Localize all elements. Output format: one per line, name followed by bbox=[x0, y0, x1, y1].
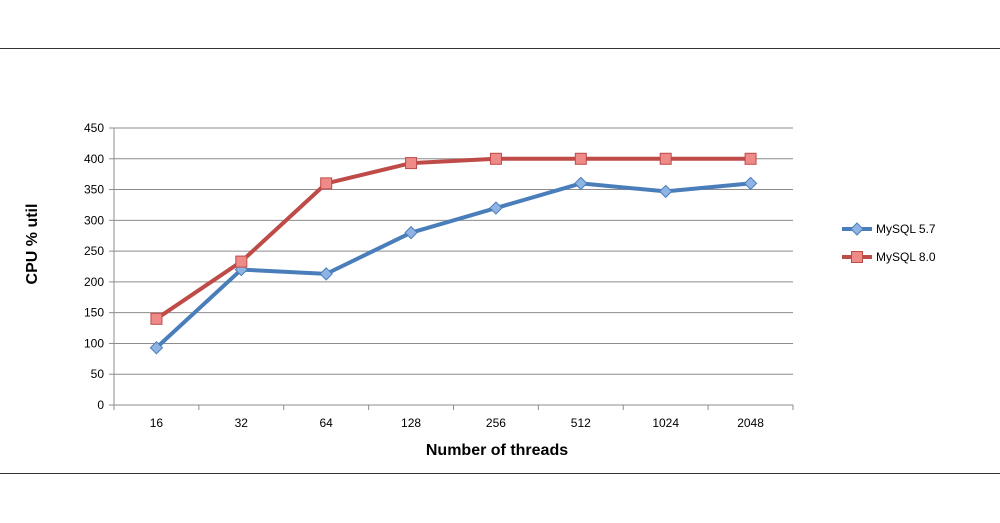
x-tick-label: 1024 bbox=[652, 416, 679, 430]
series-group bbox=[149, 152, 758, 355]
legend-item-mysql-5-7: MySQL 5.7 bbox=[842, 222, 936, 236]
x-tick-label: 256 bbox=[486, 416, 506, 430]
series-line-mysql-8-0 bbox=[155, 156, 751, 321]
y-tick-label: 0 bbox=[97, 398, 104, 412]
x-tick-label: 64 bbox=[320, 416, 334, 430]
y-tick-label: 100 bbox=[84, 336, 104, 350]
data-point-mysql-5-7 bbox=[319, 267, 333, 281]
data-point-mysql-8-0 bbox=[659, 152, 672, 165]
x-tick-label: 512 bbox=[571, 416, 591, 430]
x-tick-label: 16 bbox=[150, 416, 164, 430]
data-point-mysql-8-0 bbox=[744, 152, 757, 165]
top-divider bbox=[0, 48, 1000, 49]
data-point-mysql-8-0 bbox=[150, 312, 163, 325]
y-tick-label: 50 bbox=[91, 367, 105, 381]
data-point-mysql-5-7 bbox=[404, 225, 418, 240]
data-point-mysql-5-7 bbox=[658, 184, 673, 199]
data-point-mysql-8-0 bbox=[235, 255, 248, 268]
series-line-mysql-5-7 bbox=[155, 181, 751, 350]
legend-item-mysql-8-0: MySQL 8.0 bbox=[842, 250, 936, 264]
y-tick-label: 250 bbox=[84, 244, 104, 258]
y-axis-ticks: 0 50 100 150 200 250 300 350 400 450 bbox=[84, 121, 114, 412]
bottom-divider bbox=[0, 473, 1000, 474]
x-tick-label: 32 bbox=[235, 416, 249, 430]
legend: MySQL 5.7 MySQL 8.0 bbox=[842, 222, 936, 264]
data-point-mysql-5-7 bbox=[743, 176, 758, 191]
y-tick-label: 400 bbox=[84, 152, 104, 166]
x-axis: 16 32 64 128 256 512 1024 2048 bbox=[113, 128, 794, 430]
y-tick-label: 300 bbox=[84, 213, 104, 227]
gridlines bbox=[114, 127, 793, 406]
y-axis-title: CPU % util bbox=[24, 204, 41, 285]
data-point-mysql-5-7 bbox=[489, 201, 503, 215]
data-point-mysql-5-7 bbox=[574, 176, 588, 191]
legend-label: MySQL 5.7 bbox=[876, 222, 936, 236]
y-tick-label: 150 bbox=[84, 306, 104, 320]
x-tick-label: 128 bbox=[401, 416, 421, 430]
x-axis-title: Number of threads bbox=[426, 442, 568, 459]
legend-marker bbox=[850, 222, 864, 236]
y-tick-label: 450 bbox=[84, 121, 104, 135]
data-point-mysql-8-0 bbox=[320, 177, 333, 190]
series-mysql-5-7 bbox=[149, 176, 758, 355]
data-point-mysql-5-7 bbox=[149, 341, 164, 355]
data-point-mysql-8-0 bbox=[405, 157, 418, 170]
series-mysql-8-0 bbox=[150, 152, 757, 325]
data-point-mysql-8-0 bbox=[489, 152, 502, 165]
y-tick-label: 200 bbox=[84, 275, 104, 289]
legend-marker bbox=[851, 251, 863, 263]
data-point-mysql-8-0 bbox=[574, 152, 587, 165]
y-tick-label: 350 bbox=[84, 183, 104, 197]
x-tick-label: 2048 bbox=[737, 416, 764, 430]
legend-label: MySQL 8.0 bbox=[876, 250, 936, 264]
